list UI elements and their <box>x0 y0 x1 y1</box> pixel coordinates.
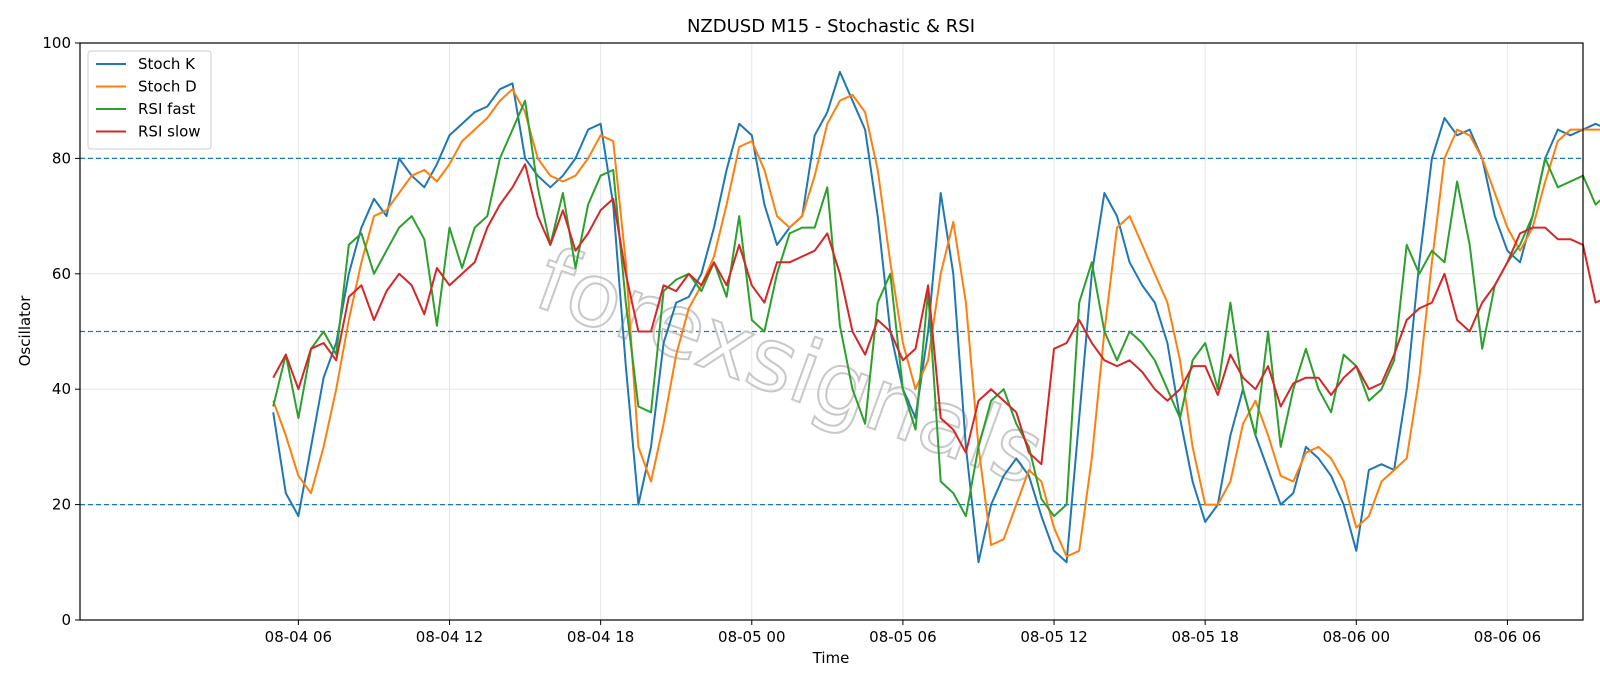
reference-lines <box>80 157 1583 506</box>
y-tick-label: 20 <box>52 496 71 514</box>
legend: Stoch K Stoch D RSI fast RSI slow <box>87 50 212 150</box>
x-axis-label: Time <box>812 649 850 667</box>
series-line-rsi-slow <box>272 163 1600 466</box>
y-tick-label: 100 <box>42 34 71 52</box>
y-axis-label: Oscillator <box>16 295 34 367</box>
x-tick-label: 08-06 00 <box>1323 628 1390 646</box>
y-tick-label: 0 <box>61 611 71 629</box>
series-layer <box>272 70 1600 564</box>
y-tick-label: 40 <box>52 380 71 398</box>
x-tick-label: 08-05 18 <box>1171 628 1238 646</box>
y-axis: 0 20 40 60 80 100 <box>42 34 80 629</box>
legend-label: Stoch K <box>138 55 196 73</box>
series-line-stoch-k <box>272 70 1600 564</box>
legend-label: RSI slow <box>138 123 201 141</box>
plot-frame <box>79 42 1584 621</box>
x-tick-label: 08-04 18 <box>567 628 634 646</box>
legend-label: Stoch D <box>138 78 197 96</box>
x-tick-label: 08-04 12 <box>416 628 483 646</box>
y-tick-label: 60 <box>52 265 71 283</box>
x-axis: 08-04 06 08-04 12 08-04 18 08-05 00 08-05 06… <box>265 620 1541 646</box>
series-line-stoch-d <box>272 88 1600 558</box>
y-tick-label: 80 <box>52 149 71 167</box>
x-tick-label: 08-05 12 <box>1020 628 1087 646</box>
x-tick-label: 08-05 06 <box>869 628 936 646</box>
chart-title: NZDUSD M15 - Stochastic & RSI <box>687 16 975 37</box>
legend-box <box>87 50 212 150</box>
x-tick-label: 08-06 06 <box>1474 628 1541 646</box>
series-line-rsi-fast <box>272 99 1600 518</box>
legend-label: RSI fast <box>138 100 195 118</box>
x-tick-label: 08-05 00 <box>718 628 785 646</box>
x-tick-label: 08-04 06 <box>265 628 332 646</box>
